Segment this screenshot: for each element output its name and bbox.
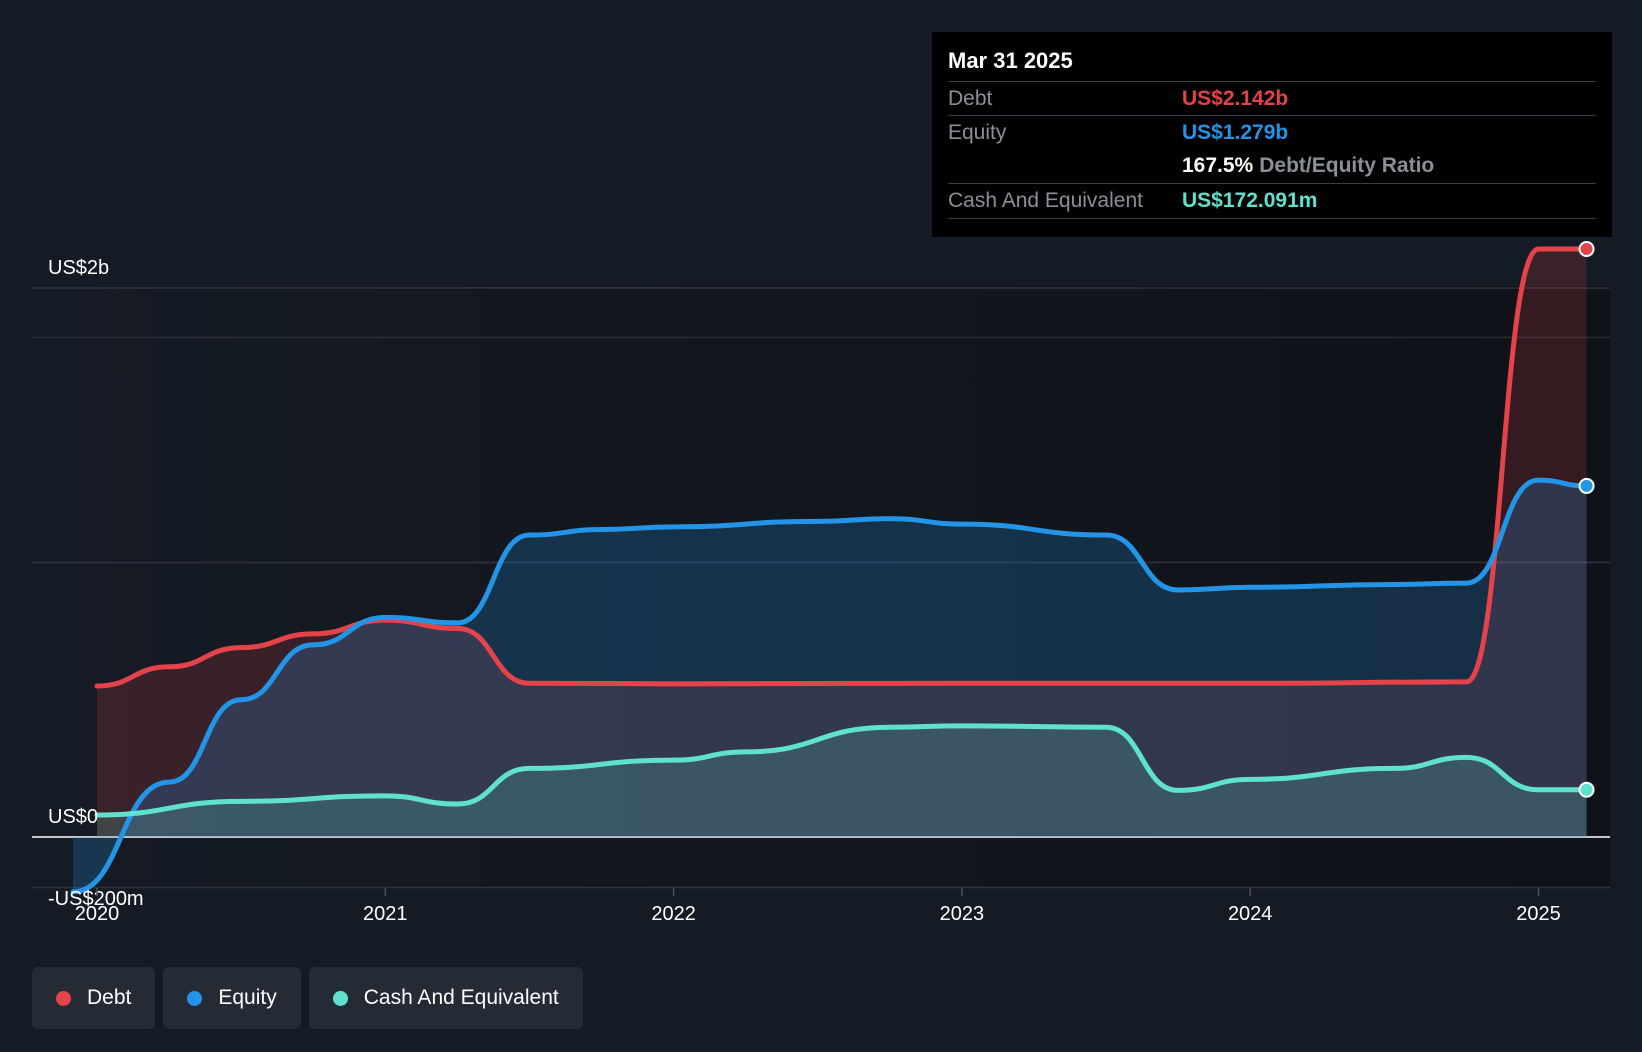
- legend-item-debt[interactable]: Debt: [32, 967, 156, 1029]
- tooltip-ratio-value: 167.5%: [1182, 154, 1254, 177]
- series-end-marker-1: [1578, 477, 1595, 494]
- tooltip-cash-row: Cash And Equivalent US$172.091m: [948, 183, 1596, 219]
- x-tick-label: 2025: [1516, 903, 1561, 925]
- legend-item-equity[interactable]: Equity: [163, 967, 301, 1029]
- x-tick-label: 2022: [651, 903, 696, 925]
- cash-dot-icon: [332, 990, 348, 1006]
- chart-legend: Debt Equity Cash And Equivalent: [32, 967, 583, 1029]
- tooltip-debt-row: Debt US$2.142b: [948, 81, 1596, 115]
- tooltip-date: Mar 31 2025: [948, 48, 1073, 73]
- y-tick-label: -US$200m: [48, 888, 144, 910]
- legend-label-cash: Cash And Equivalent: [363, 986, 559, 1009]
- x-tick-label: 2020: [75, 903, 120, 925]
- tooltip-equity-value: US$1.279b: [1182, 120, 1289, 144]
- x-tick-label: 2023: [940, 903, 985, 925]
- x-tick-label: 2021: [363, 903, 408, 925]
- series-line-1: [70, 477, 1590, 895]
- series-area-0: [97, 249, 1587, 837]
- tooltip-panel: Mar 31 2025 Debt US$2.142b Equity US$1.2…: [932, 32, 1612, 237]
- legend-item-cash[interactable]: Cash And Equivalent: [308, 967, 583, 1029]
- tooltip-ratio-row: 167.5% Debt/Equity Ratio: [948, 149, 1596, 183]
- y-tick-label: US$0: [48, 806, 98, 828]
- tooltip-debt-label: Debt: [948, 86, 993, 110]
- series-end-marker-0: [1578, 241, 1595, 258]
- tooltip-debt-value: US$2.142b: [1182, 86, 1289, 110]
- series-area-2: [97, 725, 1587, 837]
- equity-dot-icon: [187, 990, 203, 1006]
- tooltip-ratio-label: Debt/Equity Ratio: [1259, 154, 1435, 177]
- tooltip-cash-value: US$172.091m: [1182, 189, 1318, 212]
- legend-label-equity: Equity: [218, 986, 277, 1009]
- legend-label-debt: Debt: [87, 986, 132, 1009]
- tooltip-cash-label: Cash And Equivalent: [948, 189, 1143, 212]
- y-tick-label: US$2b: [48, 257, 109, 279]
- tooltip-equity-row: Equity US$1.279b: [948, 115, 1596, 149]
- series-line-0: [94, 246, 1590, 689]
- series-end-marker-2: [1578, 781, 1595, 798]
- tooltip-equity-label: Equity: [948, 120, 1007, 144]
- series-line-2: [94, 723, 1590, 818]
- debt-dot-icon: [56, 990, 71, 1006]
- x-tick-label: 2024: [1228, 903, 1273, 925]
